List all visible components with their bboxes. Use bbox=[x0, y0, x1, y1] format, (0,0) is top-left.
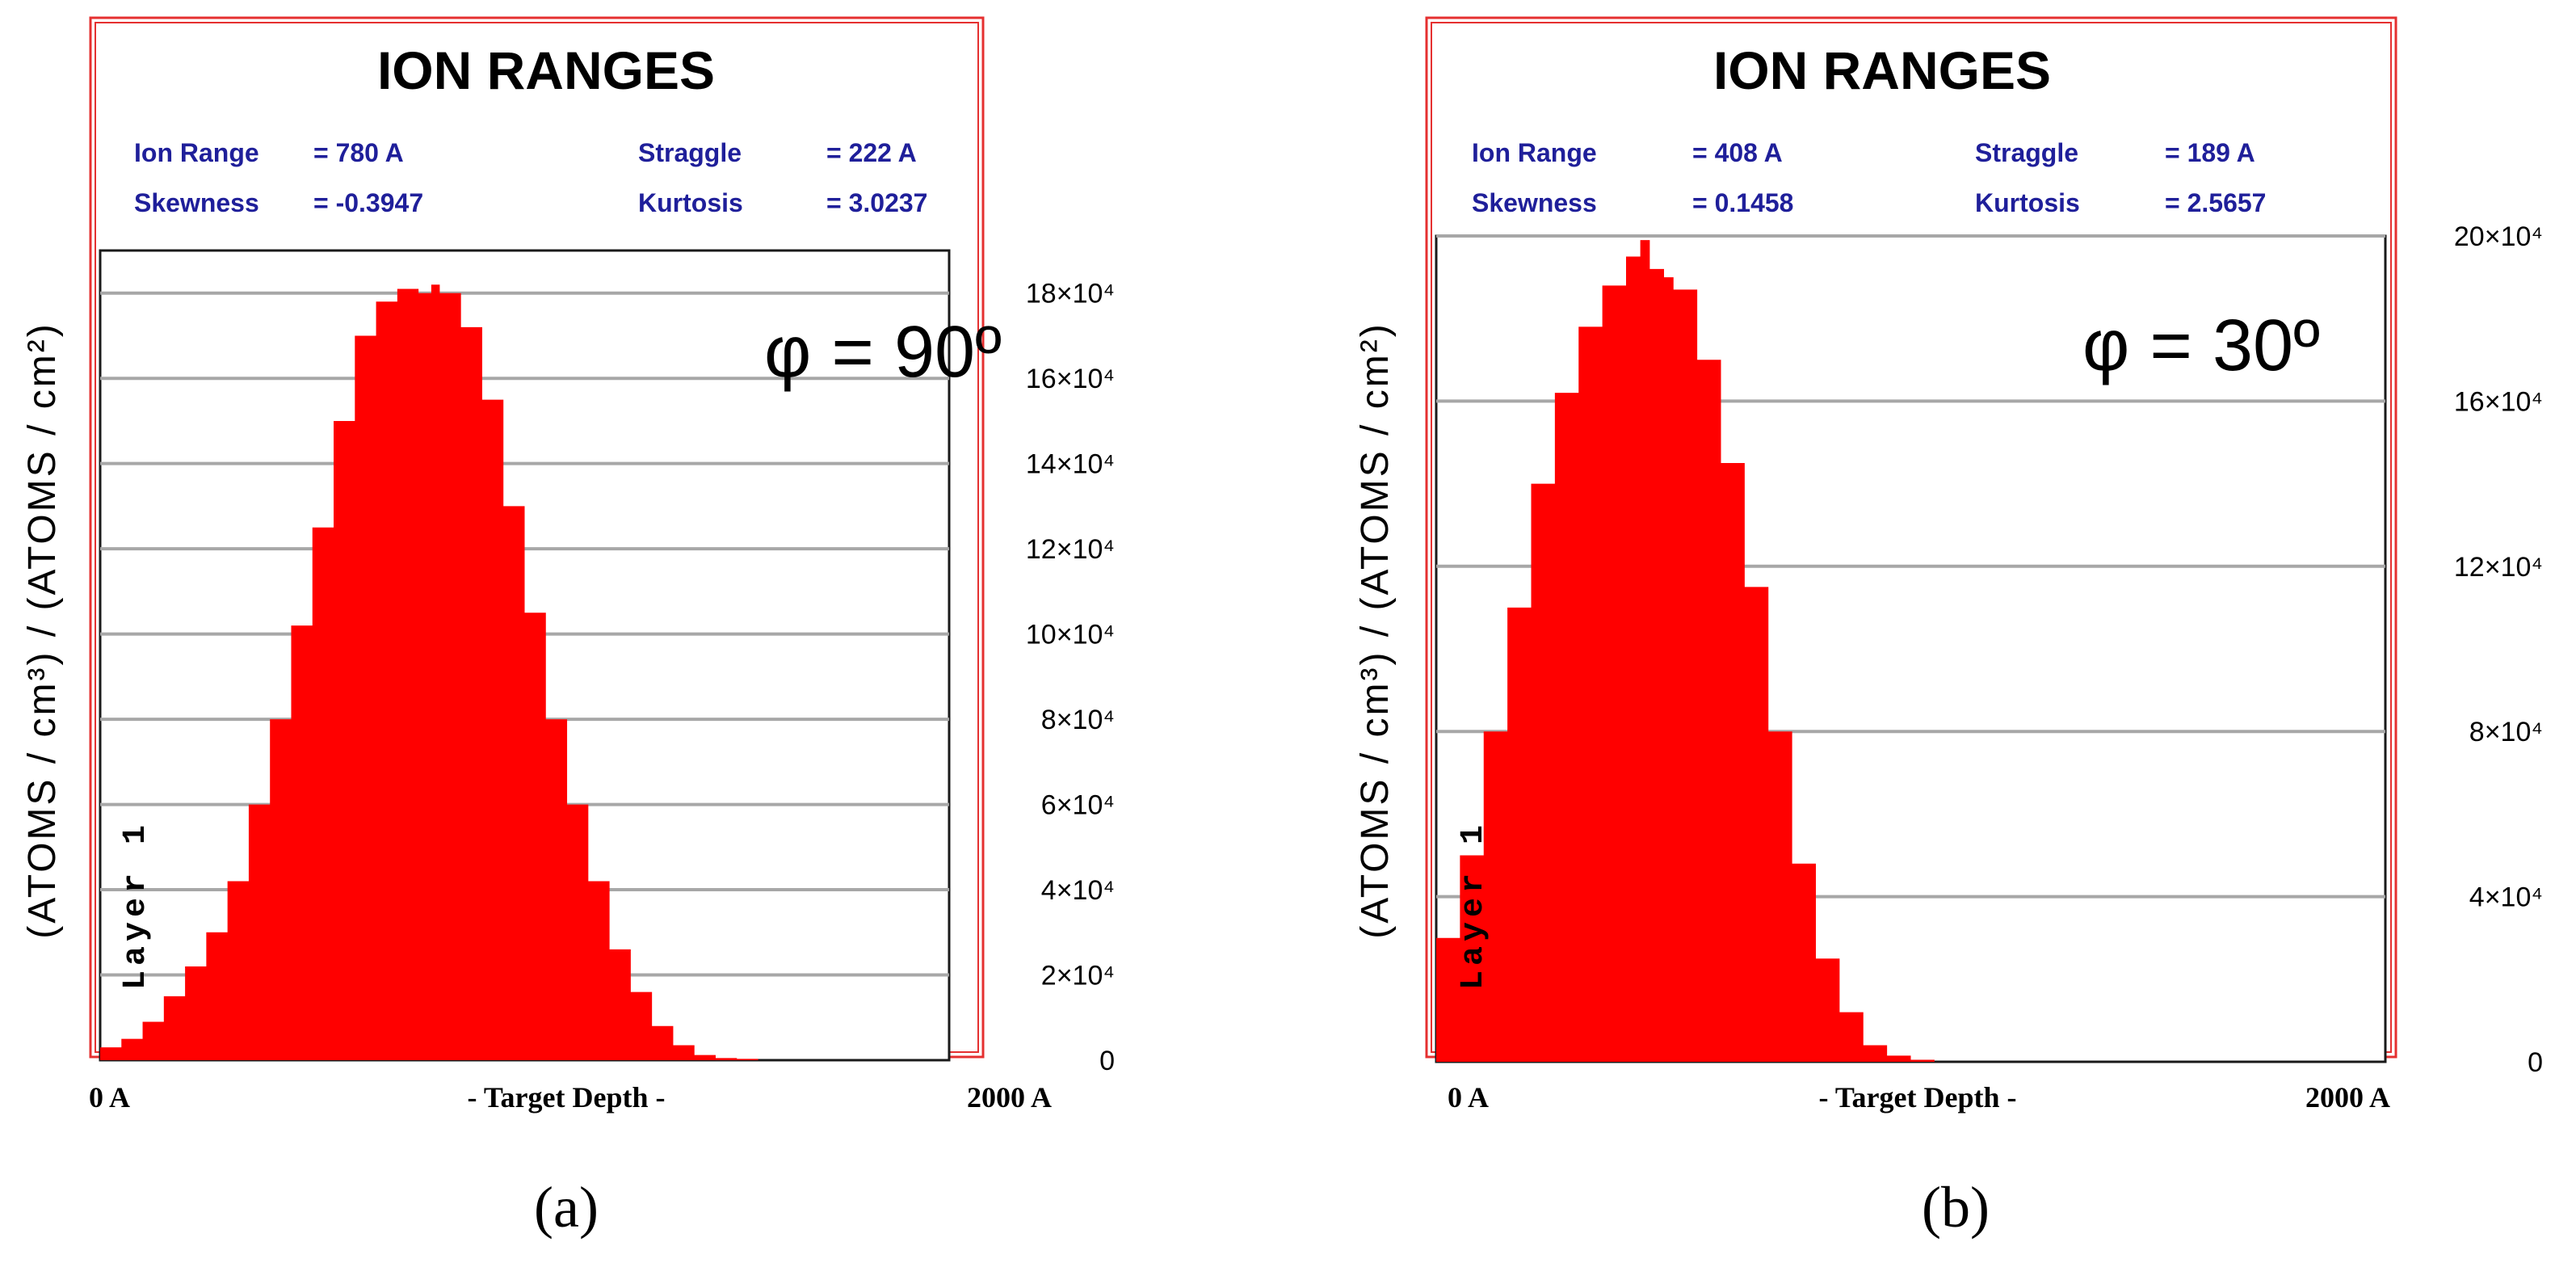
x-tick-label-start: 0 A bbox=[1448, 1081, 1489, 1114]
stat-value-3: = 2.5657 bbox=[2165, 188, 2266, 217]
layer-label: Layer 1 bbox=[118, 820, 154, 990]
x-tick-label-end: 2000 A bbox=[967, 1081, 1052, 1114]
stat-label-3: Kurtosis bbox=[638, 188, 743, 217]
y-tick-label-3: 6×10⁴ bbox=[1041, 790, 1115, 821]
y-tick-label-8: 16×10⁴ bbox=[1026, 364, 1115, 394]
stat-label-0: Ion Range bbox=[134, 138, 259, 167]
x-axis-label: - Target Depth - bbox=[468, 1081, 666, 1114]
panel-label: (b) bbox=[1922, 1175, 1990, 1240]
y-tick-label-4: 16×10⁴ bbox=[2454, 386, 2543, 417]
stat-label-3: Kurtosis bbox=[1975, 188, 2080, 217]
panel-label: (a) bbox=[534, 1175, 599, 1240]
stat-value-0: = 780 A bbox=[313, 138, 404, 167]
stat-value-1: = 222 A bbox=[826, 138, 917, 167]
histogram-area bbox=[1436, 240, 2385, 1062]
chart-title: ION RANGES bbox=[377, 40, 715, 100]
stat-label-2: Skewness bbox=[134, 188, 259, 217]
angle-annotation: φ = 30º bbox=[2082, 305, 2320, 386]
angle-annotation: φ = 90º bbox=[764, 312, 1002, 393]
y-tick-label-1: 2×10⁴ bbox=[1041, 961, 1115, 991]
stat-label-0: Ion Range bbox=[1472, 138, 1597, 167]
y-tick-label-7: 14×10⁴ bbox=[1026, 449, 1115, 480]
histogram-area bbox=[100, 284, 949, 1061]
y-tick-label-5: 20×10⁴ bbox=[2454, 221, 2543, 252]
panel-b: ION RANGES Ion Range = 408 A Straggle = 189 … bbox=[1354, 16, 2543, 1240]
x-axis-label: - Target Depth - bbox=[1819, 1081, 2017, 1114]
stat-value-2: = 0.1458 bbox=[1692, 188, 1793, 217]
y-tick-label-2: 8×10⁴ bbox=[2469, 717, 2543, 747]
layer-label: Layer 1 bbox=[1456, 820, 1492, 990]
y-tick-label-3: 12×10⁴ bbox=[2454, 552, 2543, 583]
stat-value-0: = 408 A bbox=[1692, 138, 1783, 167]
y-tick-label-6: 12×10⁴ bbox=[1026, 534, 1115, 565]
y-tick-label-2: 4×10⁴ bbox=[1041, 875, 1115, 906]
y-tick-label-0: 0 bbox=[2528, 1047, 2543, 1078]
chart-title: ION RANGES bbox=[1713, 40, 2051, 100]
y-tick-label-0: 0 bbox=[1099, 1046, 1115, 1076]
stat-label-1: Straggle bbox=[638, 138, 742, 167]
y-axis-label: (ATOMS / cm³) / (ATOMS / cm²) bbox=[1354, 322, 1397, 938]
stat-value-3: = 3.0237 bbox=[826, 188, 927, 217]
stat-label-1: Straggle bbox=[1975, 138, 2078, 167]
stat-label-2: Skewness bbox=[1472, 188, 1597, 217]
stat-value-1: = 189 A bbox=[2165, 138, 2255, 167]
stat-value-2: = -0.3947 bbox=[313, 188, 423, 217]
y-tick-label-1: 4×10⁴ bbox=[2469, 882, 2543, 913]
x-tick-label-end: 2000 A bbox=[2305, 1081, 2390, 1114]
y-tick-label-9: 18×10⁴ bbox=[1026, 279, 1115, 309]
x-tick-label-start: 0 A bbox=[89, 1081, 130, 1114]
y-tick-label-4: 8×10⁴ bbox=[1041, 705, 1115, 735]
y-axis-label: (ATOMS / cm³) / (ATOMS / cm²) bbox=[21, 322, 64, 938]
y-tick-label-5: 10×10⁴ bbox=[1026, 620, 1115, 650]
panel-a: ION RANGES Ion Range = 780 A Straggle = 222 … bbox=[21, 16, 1115, 1240]
